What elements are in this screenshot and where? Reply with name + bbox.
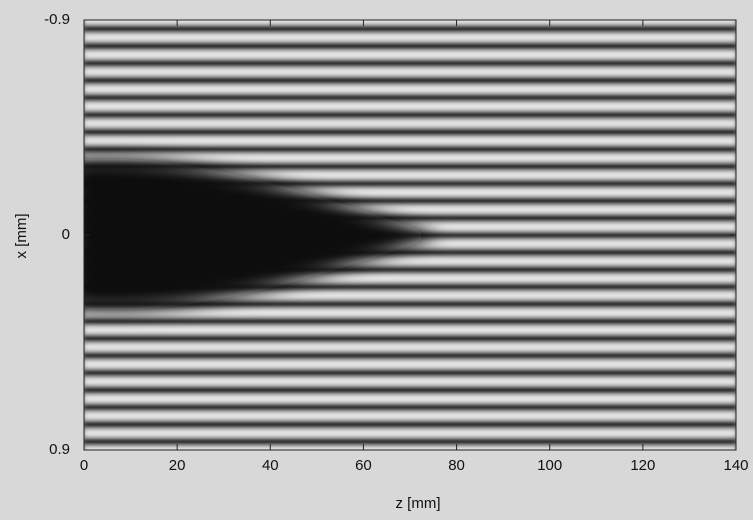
- dark-fringe: [84, 282, 736, 292]
- bright-fringe: [84, 377, 736, 386]
- dark-fringe: [84, 420, 736, 429]
- dark-fringe: [84, 93, 736, 102]
- x-tick-label: 40: [262, 457, 279, 474]
- bright-fringe: [84, 428, 736, 438]
- x-tick-label: 60: [355, 457, 372, 474]
- bright-fringe: [84, 325, 736, 335]
- bright-fringe: [84, 446, 736, 450]
- bright-fringe: [84, 33, 736, 42]
- y-tick-label: 0.9: [49, 441, 70, 458]
- dark-fringe: [84, 24, 736, 34]
- bright-fringe: [84, 67, 736, 77]
- dark-fringe: [84, 351, 736, 360]
- dark-fringe: [84, 265, 736, 274]
- dark-fringe: [84, 403, 736, 412]
- x-tick-label: 100: [537, 457, 562, 474]
- bright-fringe: [84, 84, 736, 94]
- x-tick-label: 80: [448, 457, 465, 474]
- bright-fringe: [84, 153, 736, 163]
- bright-fringe: [84, 20, 736, 25]
- dark-fringe: [84, 145, 736, 154]
- bright-fringe: [84, 50, 736, 59]
- x-tick-label: 140: [723, 457, 748, 474]
- bright-fringe: [84, 170, 736, 180]
- dark-fringe: [84, 59, 736, 68]
- dark-fringe: [84, 248, 736, 257]
- dark-fringe: [84, 179, 736, 188]
- x-axis-label: z [mm]: [396, 495, 441, 512]
- dark-fringe: [84, 299, 736, 309]
- bright-fringe: [84, 102, 736, 111]
- dark-core: [84, 158, 440, 310]
- bright-fringe: [84, 188, 736, 197]
- bright-fringe: [84, 291, 736, 300]
- dark-fringe: [84, 334, 736, 343]
- dark-fringe: [84, 317, 736, 326]
- bright-fringe: [84, 394, 736, 403]
- x-tick-label: 0: [80, 457, 88, 474]
- bright-fringe: [84, 308, 736, 317]
- y-tick-label: -0.9: [44, 11, 70, 28]
- dark-fringe: [84, 385, 736, 395]
- bright-fringe: [84, 274, 736, 283]
- dark-fringe: [84, 127, 736, 137]
- dark-fringe: [84, 368, 736, 378]
- dark-fringe: [84, 196, 736, 206]
- intensity-image: [84, 20, 736, 450]
- bright-fringe: [84, 411, 736, 421]
- dark-fringe: [84, 110, 736, 120]
- bright-fringe: [84, 256, 736, 266]
- dark-fringe: [84, 213, 736, 223]
- bright-fringe: [84, 360, 736, 369]
- dark-fringe: [84, 437, 736, 446]
- bright-fringe: [84, 119, 736, 128]
- dark-fringe: [84, 76, 736, 85]
- y-tick-label: 0: [62, 226, 70, 243]
- x-tick-label: 120: [630, 457, 655, 474]
- bright-fringe: [84, 205, 736, 214]
- x-tick-label: 20: [169, 457, 186, 474]
- dark-fringe: [84, 41, 736, 51]
- bright-fringe: [84, 136, 736, 145]
- dark-fringe: [84, 162, 736, 171]
- y-axis-label: x [mm]: [13, 214, 30, 259]
- bright-fringe: [84, 342, 736, 352]
